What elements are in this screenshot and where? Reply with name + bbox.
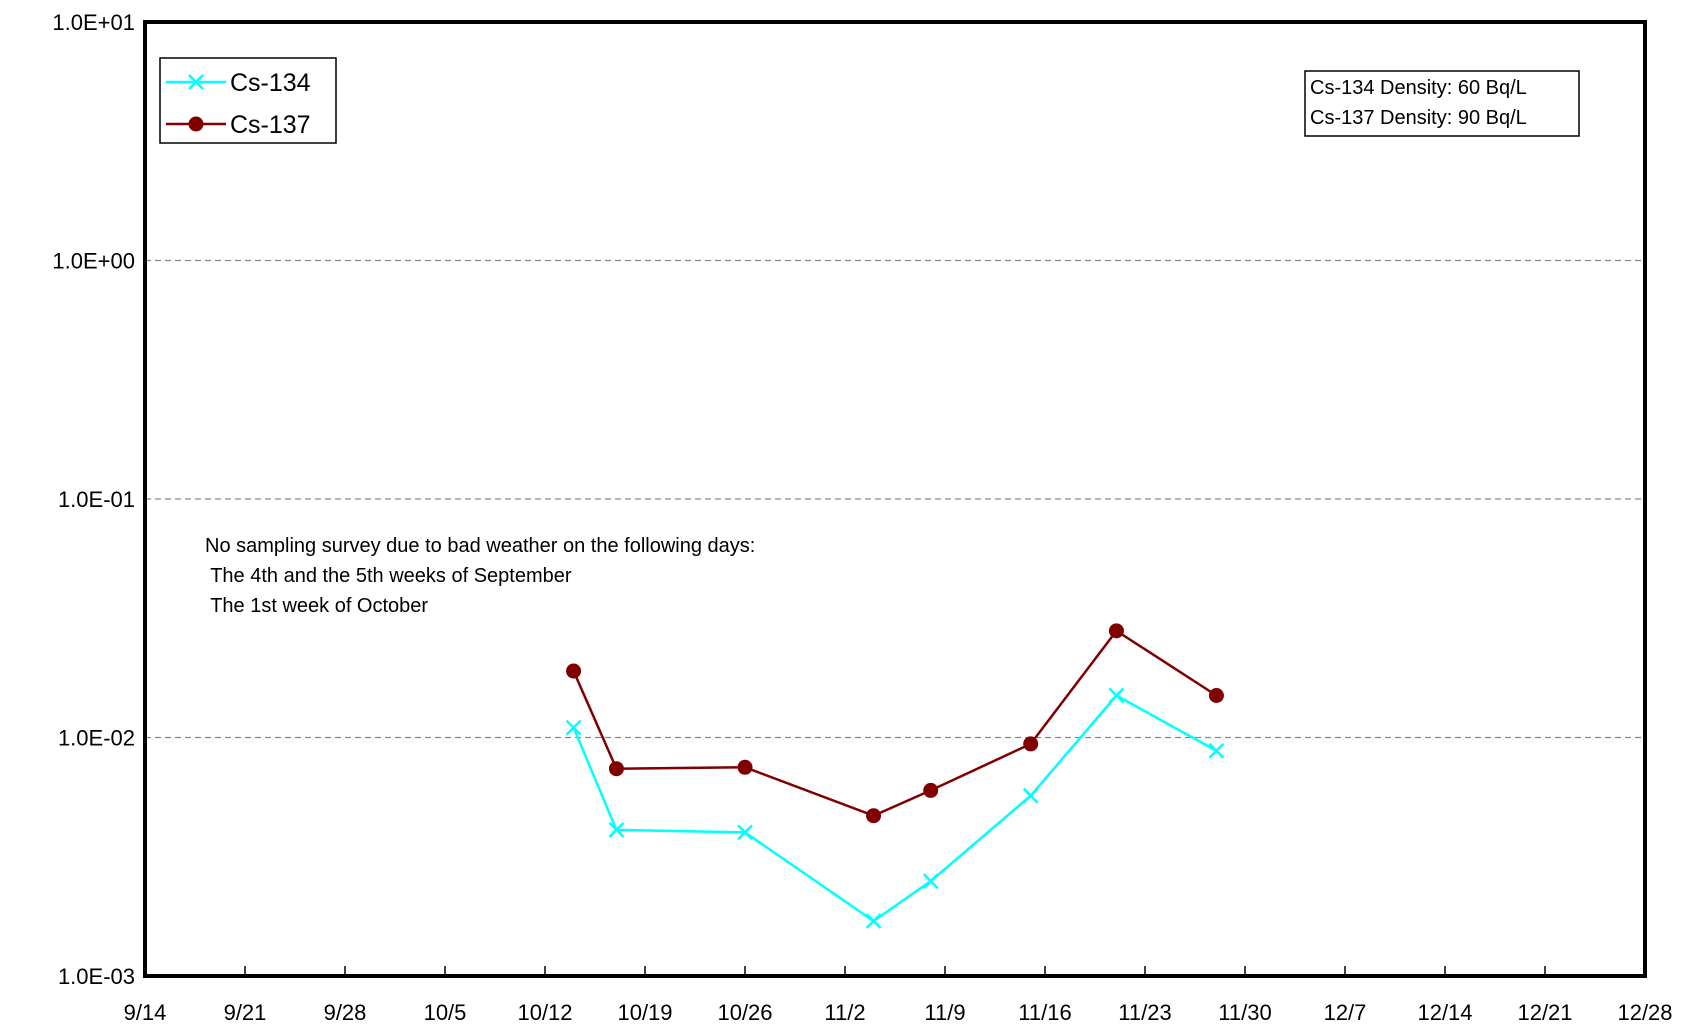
legend-cs137-label: Cs-137 <box>230 111 311 139</box>
x-tick-label: 10/12 <box>517 1000 572 1025</box>
legend-cs134-marker <box>188 74 204 90</box>
legend: Cs-134 Cs-137 <box>159 57 337 144</box>
data-point-cs-134 <box>1108 687 1125 704</box>
data-point-cs-134 <box>565 719 582 736</box>
x-tick-label: 12/28 <box>1617 1000 1672 1025</box>
data-point-cs-137 <box>1023 736 1039 752</box>
note-line-3: The 1st week of October <box>205 595 428 617</box>
x-tick-label: 9/14 <box>124 1000 167 1025</box>
data-point-cs-137 <box>608 761 624 777</box>
x-tick-label: 10/5 <box>424 1000 467 1025</box>
x-tick-label: 10/19 <box>617 1000 672 1025</box>
plot-frame <box>143 20 1647 978</box>
y-tick-label: 1.0E-02 <box>58 726 135 751</box>
grid-lines <box>145 259 1645 739</box>
data-point-cs-134 <box>737 824 753 841</box>
data-point-cs-134 <box>865 913 882 929</box>
y-tick-label: 1.0E+00 <box>52 249 135 274</box>
data-point-cs-137 <box>923 782 939 798</box>
x-tick-marks <box>144 966 1646 976</box>
x-tick-label: 9/28 <box>324 1000 367 1025</box>
series-line-cs-137 <box>572 629 1218 818</box>
x-tick-label: 11/2 <box>824 1000 865 1025</box>
note-line-1: No sampling survey due to bad weather on… <box>205 535 755 557</box>
data-point-cs-134 <box>1022 787 1039 804</box>
x-tick-labels: 9/14 9/21 9/28 10/5 10/12 10/19 10/26 11/2 11/9 1… <box>124 1000 1673 1025</box>
data-point-cs-137 <box>1108 623 1124 639</box>
info-box-frame <box>1304 70 1580 137</box>
data-point-cs-134 <box>608 821 625 838</box>
data-point-cs-134 <box>1208 742 1225 759</box>
x-tick-label: 11/23 <box>1118 1000 1171 1025</box>
legend-frame <box>159 57 337 144</box>
x-tick-label: 9/21 <box>224 1000 267 1025</box>
x-tick-label: 11/30 <box>1218 1000 1271 1025</box>
x-tick-label: 11/9 <box>924 1000 965 1025</box>
data-point-cs-137 <box>866 808 882 824</box>
x-tick-label: 12/7 <box>1324 1000 1367 1025</box>
y-tick-labels: 1.0E+01 1.0E+00 1.0E-01 1.0E-02 1.0E-03 <box>52 10 135 989</box>
y-tick-label: 1.0E+01 <box>52 10 135 35</box>
x-tick-label: 11/16 <box>1018 1000 1071 1025</box>
y-tick-label: 1.0E-03 <box>58 964 135 989</box>
series-layer <box>565 623 1225 929</box>
x-tick-label: 12/14 <box>1417 1000 1472 1025</box>
data-point-cs-137 <box>566 663 582 679</box>
info-line-cs134: Cs-134 Density: 60 Bq/L <box>1310 77 1527 99</box>
data-point-cs-137 <box>737 759 753 775</box>
data-point-cs-134 <box>922 873 939 889</box>
note-line-2: The 4th and the 5th weeks of September <box>205 565 572 587</box>
info-line-cs137: Cs-137 Density: 90 Bq/L <box>1310 107 1527 129</box>
legend-cs137-marker <box>188 116 204 132</box>
no-sampling-note: No sampling survey due to bad weather on… <box>205 535 755 617</box>
series-line-cs-134 <box>572 693 1218 923</box>
x-tick-label: 12/21 <box>1517 1000 1572 1025</box>
legend-cs134-label: Cs-134 <box>230 69 311 97</box>
x-tick-label: 10/26 <box>717 1000 772 1025</box>
data-point-cs-137 <box>1208 688 1224 704</box>
density-info-box: Cs-134 Density: 60 Bq/L Cs-137 Density: … <box>1304 70 1580 137</box>
y-tick-label: 1.0E-01 <box>58 487 135 512</box>
